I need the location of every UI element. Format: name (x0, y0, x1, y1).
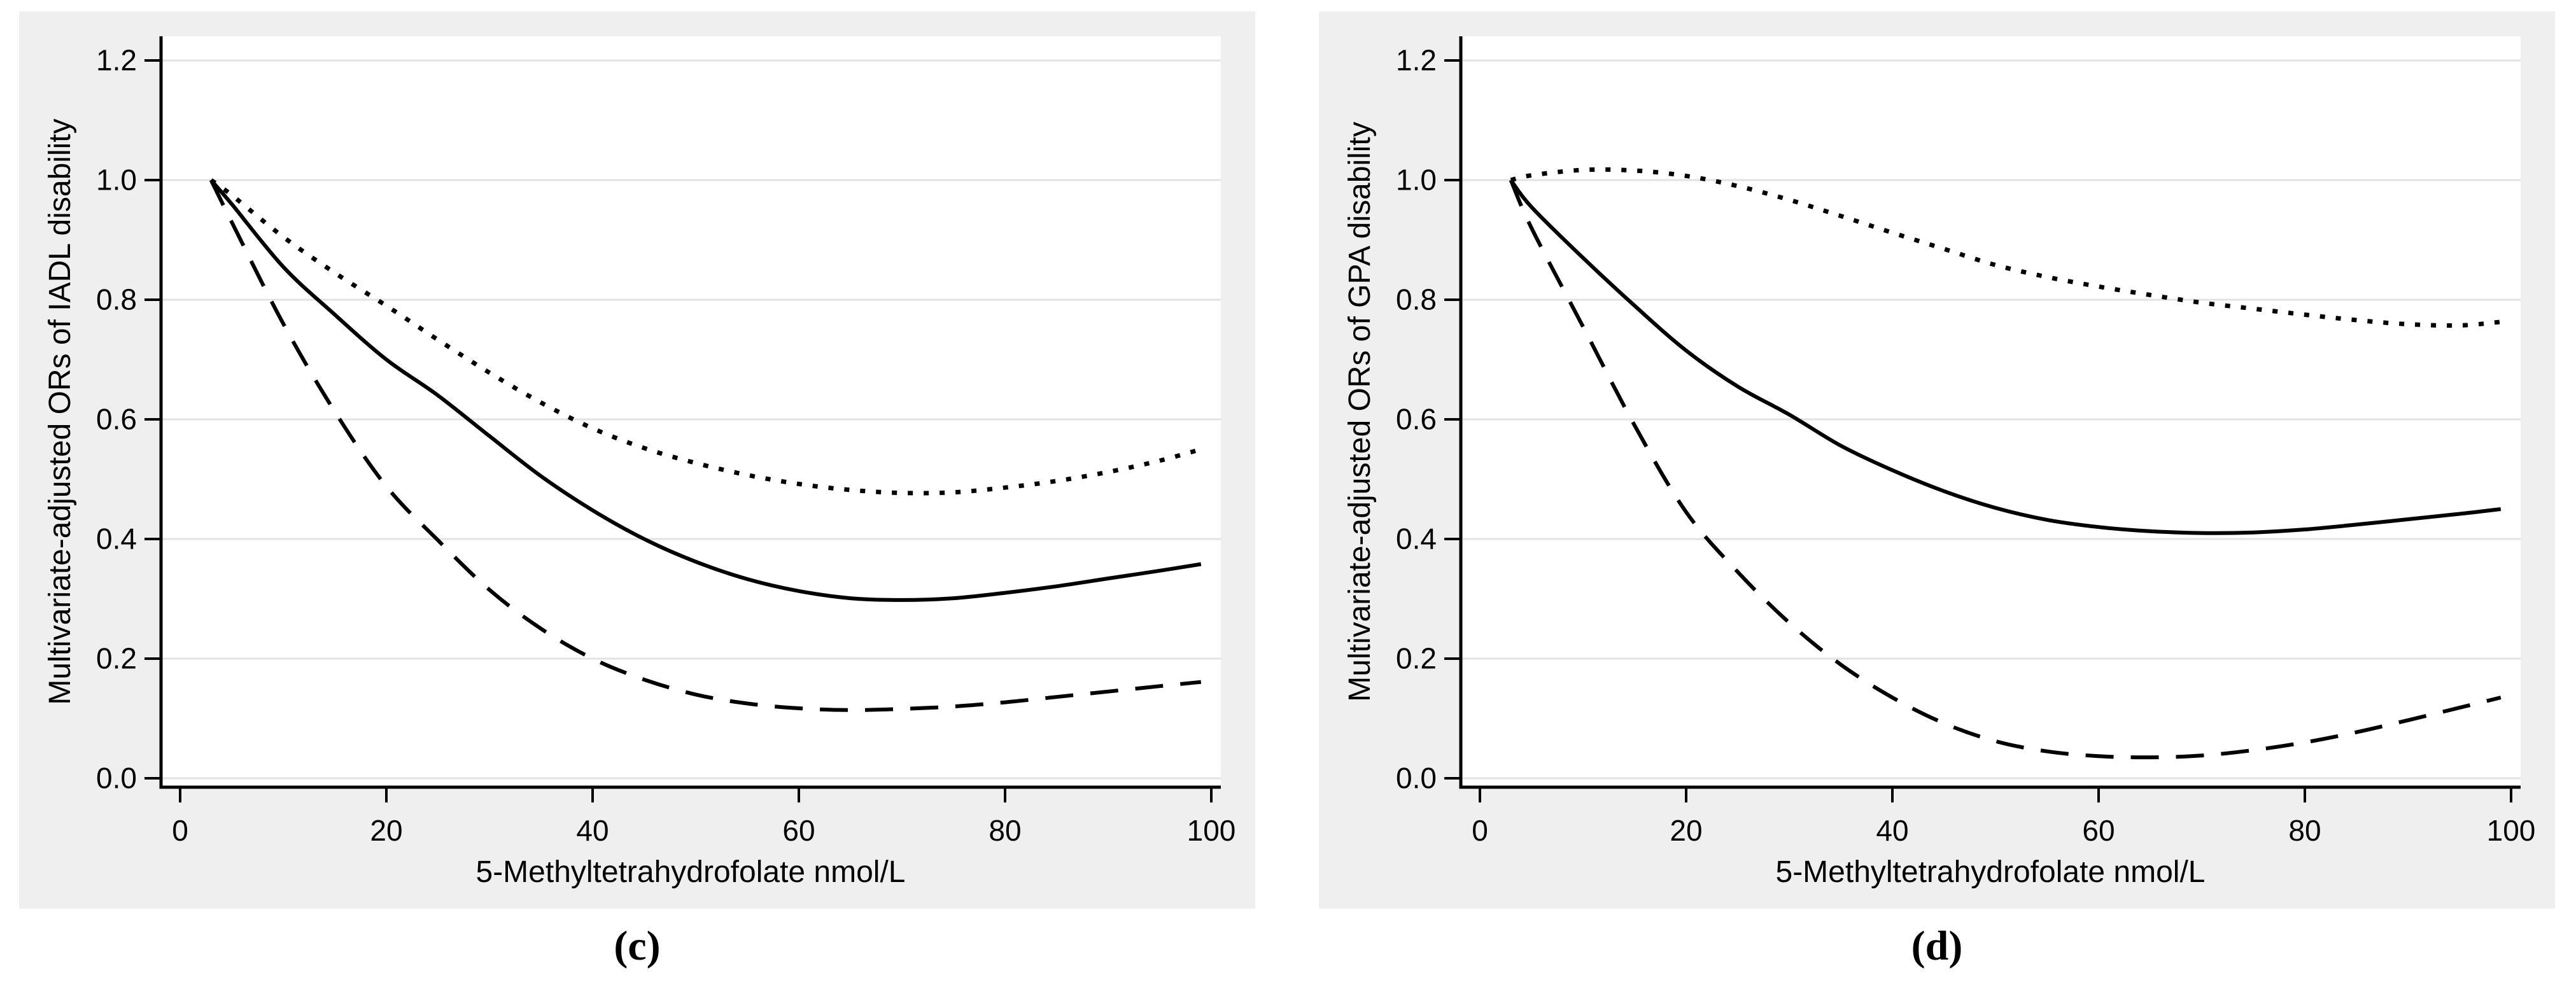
x-tick-label: 20 (370, 814, 402, 847)
panel-label-d: (d) (1911, 923, 1963, 969)
y-tick-label: 1.2 (96, 44, 137, 77)
x-tick-label: 80 (2288, 814, 2321, 847)
y-tick-label: 0.6 (96, 403, 137, 436)
y-gridlines (161, 59, 1221, 780)
x-tick-label: 60 (782, 814, 815, 847)
x-tick-label: 100 (2487, 814, 2536, 847)
x-tick-label: 0 (172, 814, 188, 847)
y-tick-label: 1.0 (1396, 164, 1437, 197)
panel-d-card: 0.0 0.2 0.4 0.6 0.8 1.0 1.2 0 20 40 60 80 100 5-Met… (1319, 11, 2555, 909)
y-axis-ticks: 0.0 0.2 0.4 0.6 0.8 1.0 1.2 (1396, 44, 1461, 795)
curve-dashed (209, 179, 1202, 712)
x-tick-label: 20 (1670, 814, 1702, 847)
y-axis-ticks: 0.0 0.2 0.4 0.6 0.8 1.0 1.2 (96, 44, 161, 795)
plot-background (161, 36, 1221, 787)
series-curves (209, 178, 1202, 712)
x-tick-label: 0 (1472, 814, 1488, 847)
panel-c-card: 0.0 0.2 0.4 0.6 0.8 1.0 1.2 0 20 40 60 80 100 5-Met… (19, 11, 1255, 909)
y-tick-label: 1.0 (96, 164, 137, 197)
x-tick-label: 100 (1187, 814, 1236, 847)
curve-solid (1509, 179, 2502, 535)
x-axis-title: 5-Methyltetrahydrofolate nmol/L (1776, 855, 2206, 889)
x-tick-label: 80 (989, 814, 1021, 847)
panel-label-c: (c) (614, 923, 661, 969)
panel-d-chart: 0.0 0.2 0.4 0.6 0.8 1.0 1.2 0 20 40 60 80 100 5-Met… (1343, 36, 2535, 889)
curve-dashed (1509, 179, 2502, 760)
y-tick-label: 0.8 (96, 283, 137, 316)
x-tick-label: 40 (576, 814, 609, 847)
x-axis-ticks: 0 20 40 60 80 100 (172, 787, 1235, 847)
y-tick-label: 0.2 (96, 642, 137, 675)
y-tick-label: 0.0 (1396, 762, 1437, 795)
x-axis-ticks: 0 20 40 60 80 100 (1472, 787, 2535, 847)
y-axis-title: Multivariate-adjusted ORs of IADL disabi… (43, 118, 77, 704)
x-tick-label: 60 (2082, 814, 2115, 847)
y-tick-label: 0.4 (1396, 522, 1437, 556)
y-tick-label: 0.8 (1396, 283, 1437, 316)
y-tick-label: 0.4 (96, 522, 137, 556)
curve-dotted (209, 178, 1202, 496)
curve-dotted (1510, 167, 2502, 328)
plot-background (1461, 36, 2521, 787)
y-tick-label: 0.2 (1396, 642, 1437, 675)
y-axis-title: Multivariate-adjusted ORs of GPA disabil… (1343, 122, 1377, 701)
y-tick-label: 0.6 (1396, 403, 1437, 436)
series-curves (1509, 167, 2502, 760)
y-tick-label: 0.0 (96, 762, 137, 795)
x-tick-label: 40 (1876, 814, 1908, 847)
y-tick-label: 1.2 (1396, 44, 1437, 77)
panel-c-chart: 0.0 0.2 0.4 0.6 0.8 1.0 1.2 0 20 40 60 80 100 5-Met… (43, 36, 1235, 889)
curve-solid (209, 179, 1202, 602)
y-gridlines (1461, 59, 2521, 780)
x-axis-title: 5-Methyltetrahydrofolate nmol/L (476, 855, 906, 889)
